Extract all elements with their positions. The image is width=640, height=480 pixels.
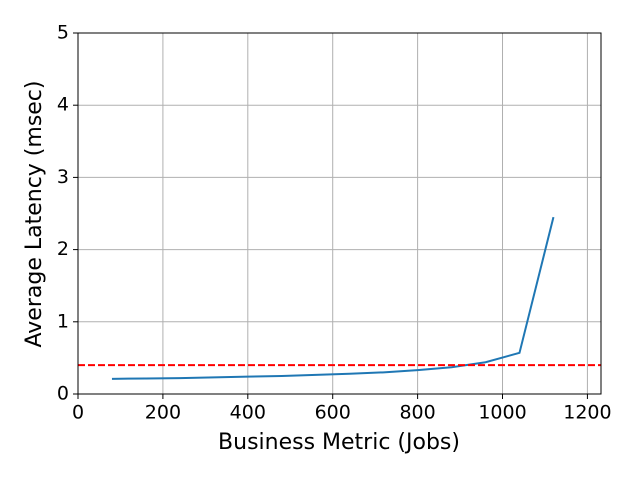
x-tick-label: 0 (72, 402, 84, 424)
y-tick-label: 4 (57, 94, 69, 116)
x-tick-label: 1000 (478, 402, 526, 424)
y-tick-label: 3 (57, 166, 69, 188)
y-tick-label: 5 (57, 22, 69, 44)
plot-frame (77, 32, 602, 395)
y-tick-label: 1 (57, 310, 69, 332)
x-tick-label: 1200 (563, 402, 611, 424)
y-axis-label: Average Latency (msec) (22, 81, 47, 348)
x-tick-label: 800 (399, 402, 435, 424)
x-tick-label: 600 (315, 402, 351, 424)
x-axis-label: Business Metric (Jobs) (218, 430, 460, 455)
x-tick-label: 400 (230, 402, 266, 424)
x-tick-label: 200 (145, 402, 181, 424)
y-tick-label: 0 (57, 383, 69, 405)
data-line (111, 216, 555, 380)
y-tick-label: 2 (57, 238, 69, 260)
